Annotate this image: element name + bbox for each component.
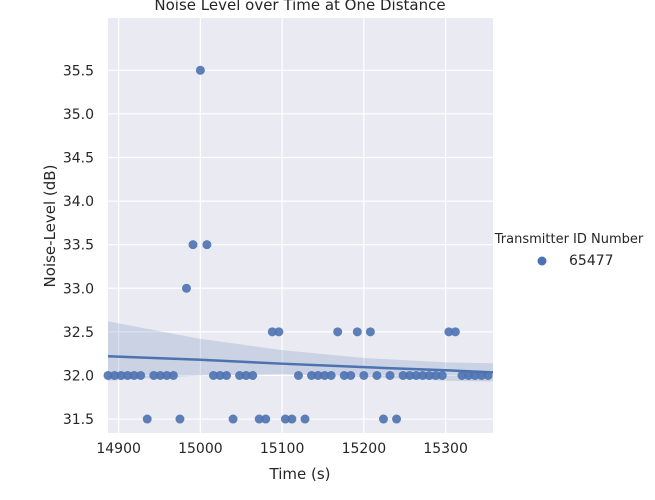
x-axis-label: Time (s) [269,465,331,483]
y-tick-label-5: 34.0 [63,194,94,210]
data-point-13 [188,240,198,250]
y-tick-label-2: 32.5 [63,325,94,341]
data-point-40 [365,327,375,337]
data-point-46 [405,370,415,380]
data-point-17 [215,370,225,380]
data-point-7 [149,370,159,380]
data-point-3 [123,370,133,380]
data-point-4 [129,370,139,380]
data-point-44 [392,414,402,424]
x-tick-label-2: 15100 [260,441,305,457]
data-point-47 [411,370,421,380]
data-point-26 [274,327,284,337]
data-point-16 [208,370,218,380]
y-tick-label-7: 35.0 [63,107,94,123]
y-tick-label-1: 32.0 [63,368,94,384]
x-tick-label-3: 15200 [342,441,387,457]
regression-line-group [107,355,494,374]
data-point-45 [398,370,408,380]
data-point-1 [110,370,120,380]
data-point-55 [463,370,473,380]
data-point-20 [235,370,245,380]
confidence-band [108,321,493,382]
data-point-33 [320,370,330,380]
data-point-12 [181,283,191,293]
data-point-19 [228,414,238,424]
data-point-0 [103,370,113,380]
data-point-57 [477,370,487,380]
data-point-53 [450,327,460,337]
data-point-23 [254,414,264,424]
y-axis-ticks: 31.5 32.0 32.5 33.0 33.5 34.0 34.5 35.0 35.5 [63,63,94,428]
data-point-42 [378,414,388,424]
data-point-36 [339,370,349,380]
y-tick-label-0: 31.5 [63,412,94,428]
data-point-14 [195,65,205,75]
x-tick-label-0: 14900 [96,441,141,457]
x-tick-label-4: 15300 [423,441,468,457]
y-axis-label: Noise-Level (dB) [41,165,59,288]
data-point-5 [136,370,146,380]
data-point-38 [352,327,362,337]
confidence-band-area [108,321,493,382]
data-point-35 [333,327,343,337]
data-point-30 [300,414,310,424]
data-point-48 [418,370,428,380]
data-point-54 [457,370,467,380]
data-point-22 [248,370,258,380]
data-point-34 [326,370,336,380]
data-point-32 [313,370,323,380]
regression-line [107,355,494,374]
legend-title: Transmitter ID Number [494,232,644,247]
data-points [103,65,493,424]
data-point-18 [222,370,232,380]
y-tick-label-4: 33.5 [63,238,94,254]
x-axis-ticks: 14900 15000 15100 15200 15300 [96,441,468,457]
data-point-25 [267,327,277,337]
data-point-28 [287,414,297,424]
data-point-11 [175,414,185,424]
y-tick-label-8: 35.5 [63,63,94,79]
data-point-21 [241,370,251,380]
data-point-29 [293,370,303,380]
data-point-37 [346,370,356,380]
data-point-58 [483,370,493,380]
data-point-27 [280,414,290,424]
legend-entry-label: 65477 [569,253,614,269]
data-point-6 [142,414,152,424]
data-point-41 [372,370,382,380]
data-point-52 [444,327,454,337]
data-point-39 [359,370,369,380]
y-tick-label-6: 34.5 [63,150,94,166]
grid [108,18,493,433]
data-point-50 [431,370,441,380]
data-point-51 [437,370,447,380]
chart-title: Noise Level over Time at One Distance [154,0,445,14]
legend-marker [537,256,547,266]
data-point-10 [168,370,178,380]
x-tick-label-1: 15000 [178,441,223,457]
data-point-9 [162,370,172,380]
data-point-43 [385,370,395,380]
data-point-49 [424,370,434,380]
data-point-15 [202,240,212,250]
data-point-8 [155,370,165,380]
data-point-2 [116,370,126,380]
data-point-56 [470,370,480,380]
data-point-24 [261,414,271,424]
y-tick-label-3: 33.0 [63,281,94,297]
data-point-31 [307,370,317,380]
legend: Transmitter ID Number 65477 [494,232,644,269]
